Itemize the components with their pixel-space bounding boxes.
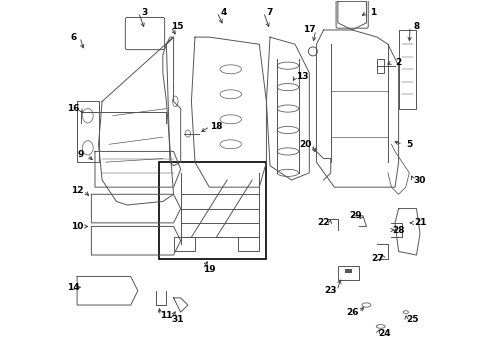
Bar	[345, 269, 352, 273]
Bar	[338, 266, 359, 280]
Text: 15: 15	[171, 22, 183, 31]
Text: 7: 7	[267, 8, 273, 17]
Text: 24: 24	[378, 329, 391, 338]
Text: 27: 27	[371, 254, 384, 263]
Text: 1: 1	[370, 8, 377, 17]
Text: 4: 4	[220, 8, 227, 17]
Text: 26: 26	[346, 308, 358, 317]
Text: 21: 21	[414, 219, 426, 228]
Text: 22: 22	[318, 219, 330, 228]
Text: 19: 19	[203, 265, 216, 274]
Text: 25: 25	[407, 315, 419, 324]
Text: 29: 29	[349, 211, 362, 220]
Text: 11: 11	[160, 311, 172, 320]
Text: 30: 30	[414, 176, 426, 185]
Text: 13: 13	[296, 72, 308, 81]
Text: 9: 9	[77, 150, 84, 159]
Bar	[173, 237, 195, 251]
Text: 3: 3	[142, 8, 148, 17]
Bar	[159, 162, 267, 258]
Text: 12: 12	[71, 186, 83, 195]
Text: 2: 2	[395, 58, 402, 67]
Text: 10: 10	[71, 222, 83, 231]
Text: 16: 16	[67, 104, 80, 113]
Text: 18: 18	[210, 122, 222, 131]
Text: 5: 5	[406, 140, 413, 149]
Bar	[238, 237, 259, 251]
Text: 17: 17	[303, 26, 316, 35]
Text: 8: 8	[414, 22, 419, 31]
Text: 14: 14	[67, 283, 80, 292]
Text: 31: 31	[171, 315, 183, 324]
Bar	[377, 59, 384, 73]
Text: 20: 20	[299, 140, 312, 149]
Text: 6: 6	[71, 33, 76, 42]
Text: 28: 28	[392, 225, 405, 234]
Text: 23: 23	[324, 286, 337, 295]
